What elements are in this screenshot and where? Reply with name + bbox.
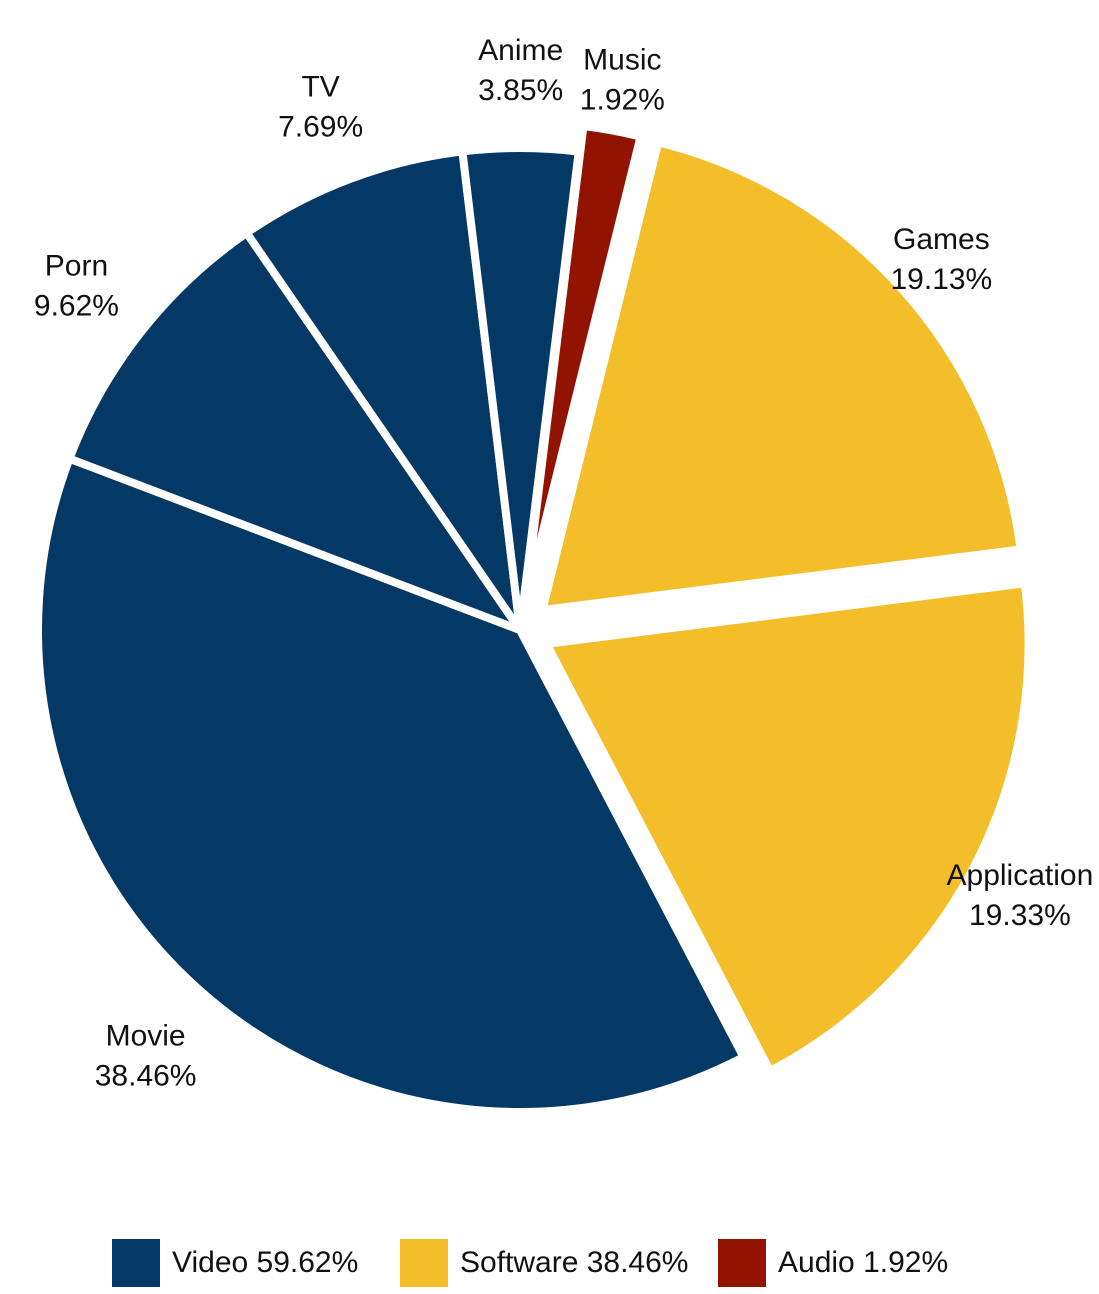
slice-label-porn: Porn 9.62% xyxy=(34,250,119,323)
legend-label-software: Software 38.46% xyxy=(460,1246,689,1279)
slice-label-value-application: 19.33% xyxy=(969,899,1071,932)
slice-label-games: Games 19.13% xyxy=(890,223,992,296)
slice-label-value-porn: 9.62% xyxy=(34,290,119,323)
legend-swatch-software xyxy=(400,1239,448,1287)
slice-label-application: Application 19.33% xyxy=(947,859,1094,932)
slice-label-value-tv: 7.69% xyxy=(278,110,363,143)
slice-label-name-application: Application xyxy=(947,859,1094,892)
legend-swatch-video xyxy=(112,1239,160,1287)
pie-chart-plot: Music 1.92% Games 19.13% Application 19.33% Mo… xyxy=(33,34,1094,1116)
slice-label-name-music: Music xyxy=(583,43,661,76)
pie-slice-tv xyxy=(241,147,524,633)
slice-label-tv: TV 7.69% xyxy=(278,70,363,143)
legend-swatch-audio xyxy=(718,1239,766,1287)
slice-label-movie: Movie 38.46% xyxy=(95,1020,197,1093)
slice-label-value-music: 1.92% xyxy=(580,83,665,116)
pie-slice-porn xyxy=(64,227,531,639)
legend-label-audio: Audio 1.92% xyxy=(778,1246,949,1279)
slice-label-name-tv: TV xyxy=(301,70,339,103)
slice-label-anime: Anime 3.85% xyxy=(478,34,563,107)
pie-slice-music xyxy=(520,121,646,606)
pie-slice-movie xyxy=(34,453,749,1116)
legend-item-software: Software 38.46% xyxy=(400,1239,689,1287)
slice-label-value-anime: 3.85% xyxy=(478,74,563,107)
pie-slice-games xyxy=(537,137,1026,615)
slice-label-name-movie: Movie xyxy=(106,1020,186,1053)
slice-label-value-movie: 38.46% xyxy=(95,1060,197,1093)
slice-label-name-porn: Porn xyxy=(45,250,108,283)
legend-item-audio: Audio 1.92% xyxy=(718,1239,949,1287)
pie-slice-anime xyxy=(457,144,584,631)
slice-label-name-anime: Anime xyxy=(478,34,563,67)
slice-label-value-games: 19.13% xyxy=(890,263,992,296)
legend-label-video: Video 59.62% xyxy=(172,1246,359,1279)
slice-label-name-games: Games xyxy=(893,223,990,256)
slice-label-music: Music 1.92% xyxy=(580,43,665,116)
legend: Video 59.62% Software 38.46% Audio 1.92% xyxy=(0,1239,1099,1287)
legend-item-video: Video 59.62% xyxy=(112,1239,359,1287)
pie-slice-application xyxy=(540,578,1033,1077)
